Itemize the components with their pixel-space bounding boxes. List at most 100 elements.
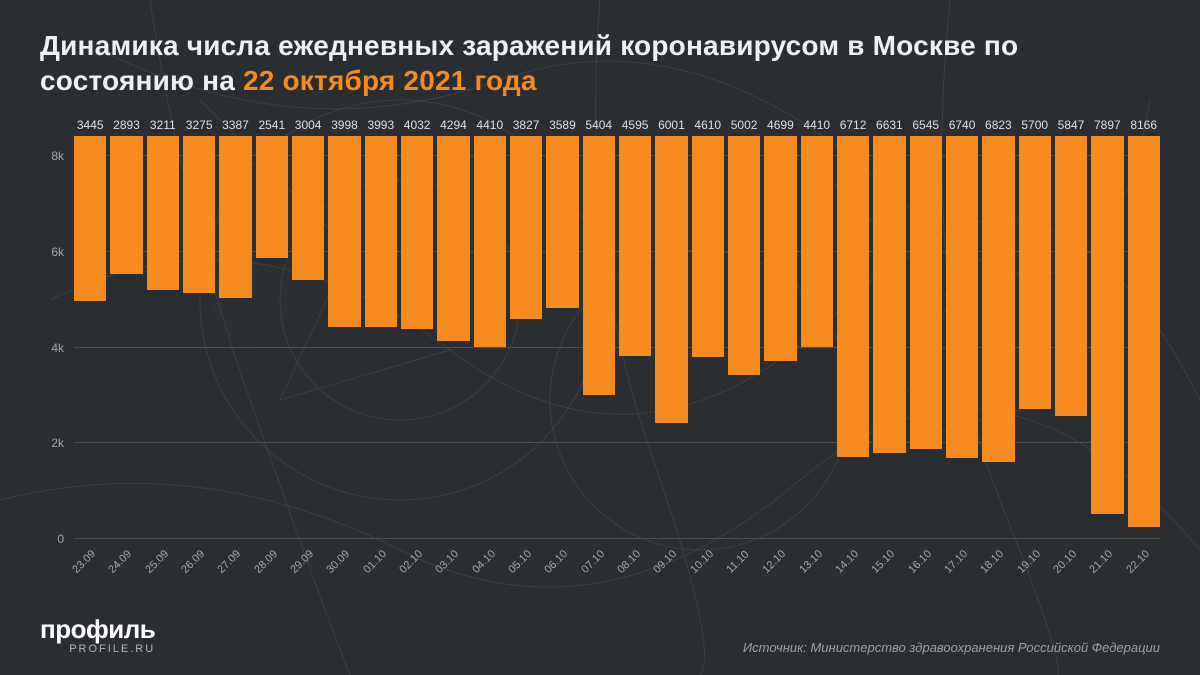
y-tick-label: 6k — [51, 245, 64, 259]
x-axis: 23.0924.0925.0926.0927.0928.0929.0930.09… — [74, 539, 1160, 579]
bar-value-label: 4032 — [404, 118, 431, 132]
bar-value-label: 6823 — [985, 118, 1012, 132]
bar — [764, 136, 796, 361]
bar-column: 4699 — [764, 118, 796, 539]
bar-column: 5847 — [1055, 118, 1087, 539]
publisher-logo: профиль PROFILE.RU — [40, 614, 155, 655]
bar — [801, 136, 833, 347]
footer: профиль PROFILE.RU Источник: Министерств… — [40, 595, 1160, 655]
bar-column: 3589 — [546, 118, 578, 539]
bar-column: 6740 — [946, 118, 978, 539]
bar-column: 4032 — [401, 118, 433, 539]
bar-value-label: 4410 — [476, 118, 503, 132]
bar — [655, 136, 687, 423]
bar — [437, 136, 469, 341]
bar-value-label: 2541 — [258, 118, 285, 132]
bar-column: 8166 — [1128, 118, 1160, 539]
bar — [74, 136, 106, 301]
y-tick-label: 4k — [51, 341, 64, 355]
bar — [474, 136, 506, 347]
bar — [110, 136, 142, 274]
bar-column: 3387 — [219, 118, 251, 539]
bar — [982, 136, 1014, 462]
bar-value-label: 5002 — [731, 118, 758, 132]
bar — [910, 136, 942, 449]
bar-column: 3998 — [328, 118, 360, 539]
bar-value-label: 5404 — [585, 118, 612, 132]
bar — [546, 136, 578, 308]
bar — [837, 136, 869, 457]
chart-title: Динамика числа ежедневных заражений коро… — [40, 28, 1160, 98]
bar — [728, 136, 760, 375]
bar — [365, 136, 397, 327]
x-tick-label: 22.10 — [1124, 545, 1175, 596]
bar — [401, 136, 433, 329]
y-tick-label: 2k — [51, 436, 64, 450]
bar-value-label: 6740 — [949, 118, 976, 132]
bar-value-label: 6001 — [658, 118, 685, 132]
bar-column: 3211 — [147, 118, 179, 539]
bar-column: 6001 — [655, 118, 687, 539]
bar-column: 3275 — [183, 118, 215, 539]
bar-value-label: 2893 — [113, 118, 140, 132]
bar — [583, 136, 615, 395]
bar-value-label: 3827 — [513, 118, 540, 132]
bar — [328, 136, 360, 327]
bar-value-label: 8166 — [1130, 118, 1157, 132]
bar-value-label: 5847 — [1058, 118, 1085, 132]
bar-value-label: 3998 — [331, 118, 358, 132]
bar-column: 4410 — [801, 118, 833, 539]
bar-value-label: 5700 — [1021, 118, 1048, 132]
chart-area: 0 2k 4k 6k 8k 3445 2893 3211 3275 3387 2541 3004 39… — [40, 118, 1160, 579]
bar-value-label: 7897 — [1094, 118, 1121, 132]
bar — [1128, 136, 1160, 527]
bar-column: 6631 — [873, 118, 905, 539]
y-tick-label: 0 — [57, 532, 64, 546]
bar-column: 7897 — [1091, 118, 1123, 539]
bar-value-label: 3211 — [150, 118, 176, 132]
bar — [183, 136, 215, 293]
bar — [873, 136, 905, 453]
bar-value-label: 4410 — [803, 118, 830, 132]
bars-plot: 3445 2893 3211 3275 3387 2541 3004 3998 3993 4032… — [74, 118, 1160, 539]
bar — [510, 136, 542, 319]
bar-value-label: 4699 — [767, 118, 794, 132]
bar-column: 6545 — [910, 118, 942, 539]
bar-value-label: 6631 — [876, 118, 903, 132]
bar — [292, 136, 324, 280]
bar — [1019, 136, 1051, 409]
bar-value-label: 4595 — [622, 118, 649, 132]
bar-column: 5002 — [728, 118, 760, 539]
bar — [256, 136, 288, 258]
bar-column: 3827 — [510, 118, 542, 539]
bar-value-label: 6545 — [912, 118, 939, 132]
bar-value-label: 3275 — [186, 118, 213, 132]
bar-value-label: 3004 — [295, 118, 322, 132]
bar-value-label: 4294 — [440, 118, 467, 132]
bar — [219, 136, 251, 298]
bar-column: 6823 — [982, 118, 1014, 539]
title-highlight-date: 22 октября 2021 года — [243, 65, 537, 96]
bar-value-label: 3993 — [367, 118, 394, 132]
bar-column: 5404 — [583, 118, 615, 539]
logo-brand: профиль — [40, 614, 155, 645]
bar-column: 5700 — [1019, 118, 1051, 539]
bar-column: 2893 — [110, 118, 142, 539]
bar-column: 6712 — [837, 118, 869, 539]
bar — [1055, 136, 1087, 416]
bar — [147, 136, 179, 290]
bar-column: 3993 — [365, 118, 397, 539]
bar-column: 3445 — [74, 118, 106, 539]
bar — [1091, 136, 1123, 514]
bar-value-label: 4610 — [694, 118, 721, 132]
bar-column: 3004 — [292, 118, 324, 539]
bar-column: 4610 — [692, 118, 724, 539]
bar-value-label: 6712 — [840, 118, 867, 132]
bar-value-label: 3589 — [549, 118, 576, 132]
y-tick-label: 8k — [51, 149, 64, 163]
bar-column: 4294 — [437, 118, 469, 539]
bar-column: 2541 — [256, 118, 288, 539]
chart-container: Динамика числа ежедневных заражений коро… — [0, 0, 1200, 675]
bar — [946, 136, 978, 458]
bar-column: 4410 — [474, 118, 506, 539]
